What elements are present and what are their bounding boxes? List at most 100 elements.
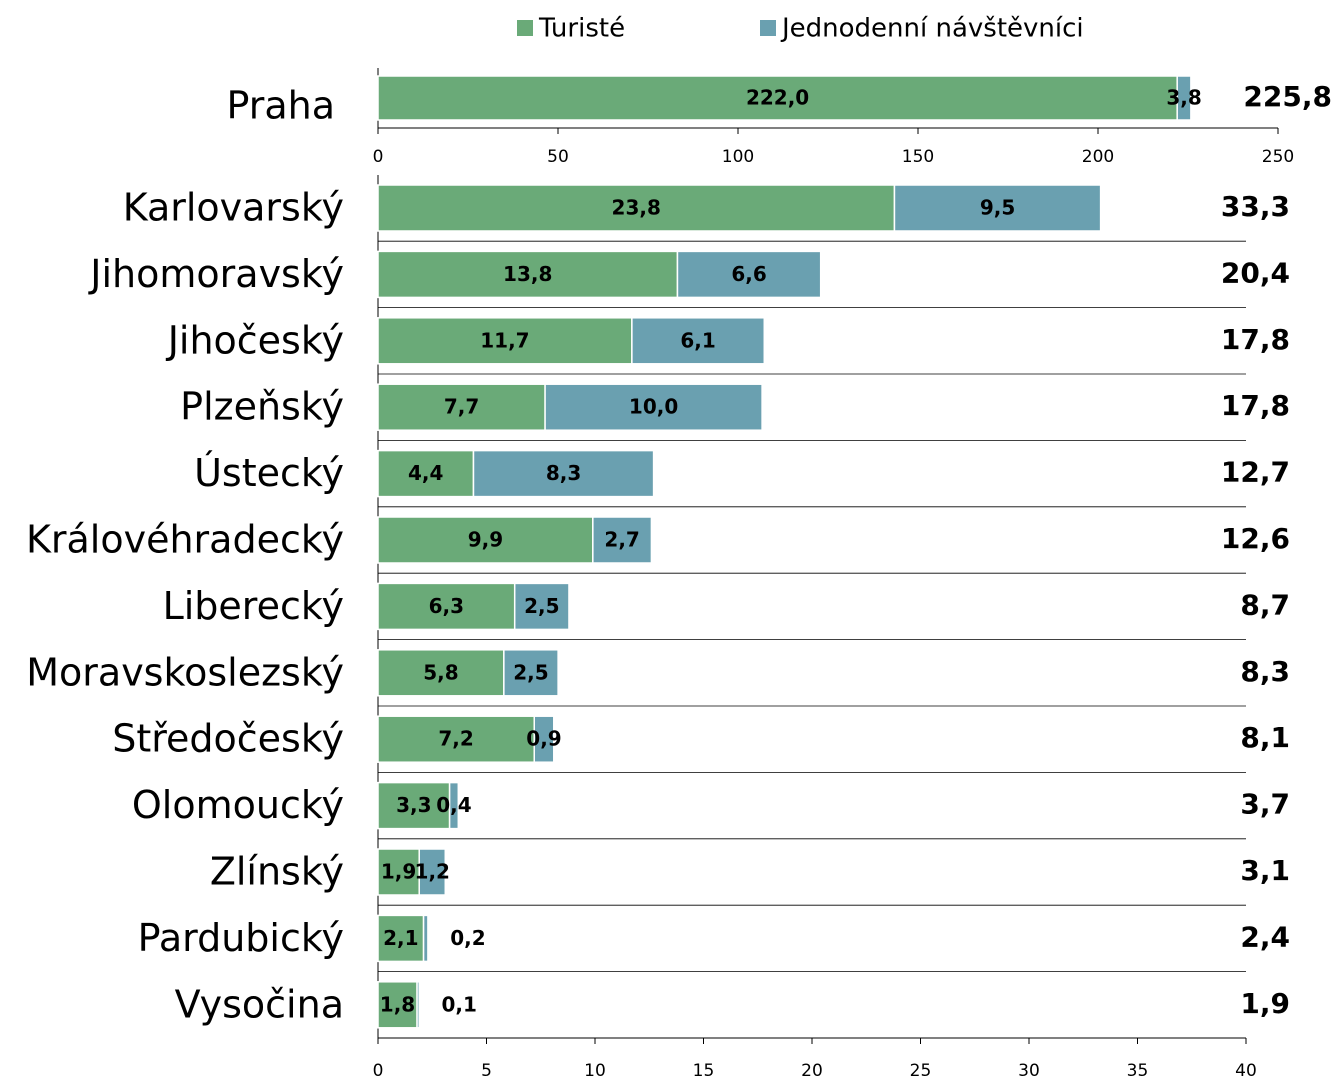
category-label: Pardubický (138, 916, 344, 960)
x-tick-label: 40 (1235, 1061, 1257, 1081)
value-label: 2,5 (524, 594, 559, 618)
total-label: 8,1 (1240, 721, 1290, 754)
value-label: 6,6 (731, 262, 766, 286)
bar-segment (377, 317, 633, 365)
value-label: 1,9 (381, 860, 416, 884)
total-label: 20,4 (1221, 256, 1290, 289)
bar-segment (893, 184, 1102, 232)
value-label: 7,7 (444, 395, 479, 419)
value-label: 0,9 (526, 727, 561, 751)
value-label: 10,0 (629, 395, 678, 419)
x-tick-label: 50 (547, 147, 569, 167)
total-label: 33,3 (1221, 190, 1290, 223)
value-label: 2,1 (383, 926, 418, 950)
value-label: 6,3 (429, 594, 464, 618)
bar-segment (377, 715, 535, 763)
x-tick-label: 5 (481, 1061, 492, 1081)
x-tick-label: 25 (910, 1061, 932, 1081)
bar-segment (513, 582, 570, 631)
x-tick-label: 20 (801, 1061, 823, 1081)
value-label: 9,9 (468, 528, 503, 552)
bar-segment (418, 848, 447, 896)
bar-segment (377, 516, 594, 564)
legend-label: Jednodenní návštěvníci (780, 14, 1084, 44)
value-label: 5,8 (423, 660, 458, 684)
value-label: 3,3 (396, 793, 431, 817)
bar-segment (377, 781, 451, 830)
bar-segment (533, 715, 555, 763)
category-label: Jihočeský (166, 318, 344, 362)
total-label: 17,8 (1221, 389, 1290, 422)
bar-segment (377, 383, 546, 431)
value-label: 0,2 (450, 926, 485, 950)
bar-segment (416, 981, 420, 1029)
x-tick-label: 0 (373, 1061, 384, 1081)
category-label: Plzeňský (180, 385, 344, 429)
bar-segment (676, 250, 822, 299)
bar-segment (631, 317, 766, 365)
bar-segment (422, 914, 429, 963)
x-tick-label: 100 (722, 147, 754, 167)
total-label: 8,3 (1240, 655, 1290, 688)
value-label: 13,8 (503, 262, 552, 286)
total-label: 225,8 (1243, 80, 1332, 113)
category-label: Olomoucký (132, 783, 344, 827)
bar-segment (503, 649, 559, 697)
category-label: Liberecký (163, 584, 344, 628)
value-label: 0,1 (442, 992, 477, 1016)
category-label: Moravskoslezský (26, 650, 344, 694)
value-label: 6,1 (680, 328, 715, 352)
value-label: 3,8 (1166, 86, 1201, 110)
bar-segment (1176, 75, 1192, 121)
value-label: 0,4 (436, 793, 471, 817)
value-label: 1,2 (415, 860, 450, 884)
x-tick-label: 10 (584, 1061, 606, 1081)
value-label: 8,3 (546, 461, 581, 485)
value-label: 11,7 (480, 328, 529, 352)
category-label: Karlovarský (123, 186, 344, 230)
category-label: Královéhradecký (26, 518, 344, 562)
bar-segment (472, 449, 655, 498)
total-label: 1,9 (1240, 987, 1290, 1020)
category-label: Jihomoravský (88, 252, 344, 296)
value-label: 222,0 (746, 86, 809, 110)
x-tick-label: 35 (1127, 1061, 1149, 1081)
category-label: Zlínský (210, 850, 344, 894)
bar-segment (377, 184, 896, 232)
bar-segment (377, 250, 679, 299)
x-tick-label: 250 (1262, 147, 1294, 167)
value-label: 2,5 (513, 660, 548, 684)
legend-label: Turisté (538, 14, 625, 44)
bar-segment (377, 75, 1178, 121)
x-tick-label: 150 (902, 147, 934, 167)
x-tick-label: 30 (1018, 1061, 1040, 1081)
category-label: Ústecký (194, 451, 344, 495)
value-label: 1,8 (380, 992, 415, 1016)
category-label: Vysočina (175, 982, 344, 1026)
value-label: 9,5 (980, 196, 1015, 220)
x-tick-label: 200 (1082, 147, 1114, 167)
total-label: 12,6 (1221, 522, 1290, 555)
x-tick-label: 15 (693, 1061, 715, 1081)
value-label: 2,7 (604, 528, 639, 552)
value-label: 4,4 (408, 461, 443, 485)
legend-swatch (760, 20, 776, 36)
legend-swatch (517, 20, 533, 36)
bar-segment (592, 516, 653, 564)
x-tick-label: 0 (373, 147, 384, 167)
total-label: 12,7 (1221, 456, 1290, 489)
bar-segment (448, 781, 460, 830)
category-label: Středočeský (112, 717, 344, 761)
value-label: 7,2 (438, 727, 473, 751)
value-label: 23,8 (612, 196, 661, 220)
total-label: 8,7 (1240, 588, 1290, 621)
total-label: 3,7 (1240, 788, 1290, 821)
bar-segment (544, 383, 763, 431)
total-label: 2,4 (1240, 920, 1290, 953)
category-label: Praha (226, 84, 335, 128)
bar-segment (377, 449, 475, 498)
total-label: 3,1 (1240, 854, 1290, 887)
total-label: 17,8 (1221, 323, 1290, 356)
bar-segment (377, 649, 505, 697)
